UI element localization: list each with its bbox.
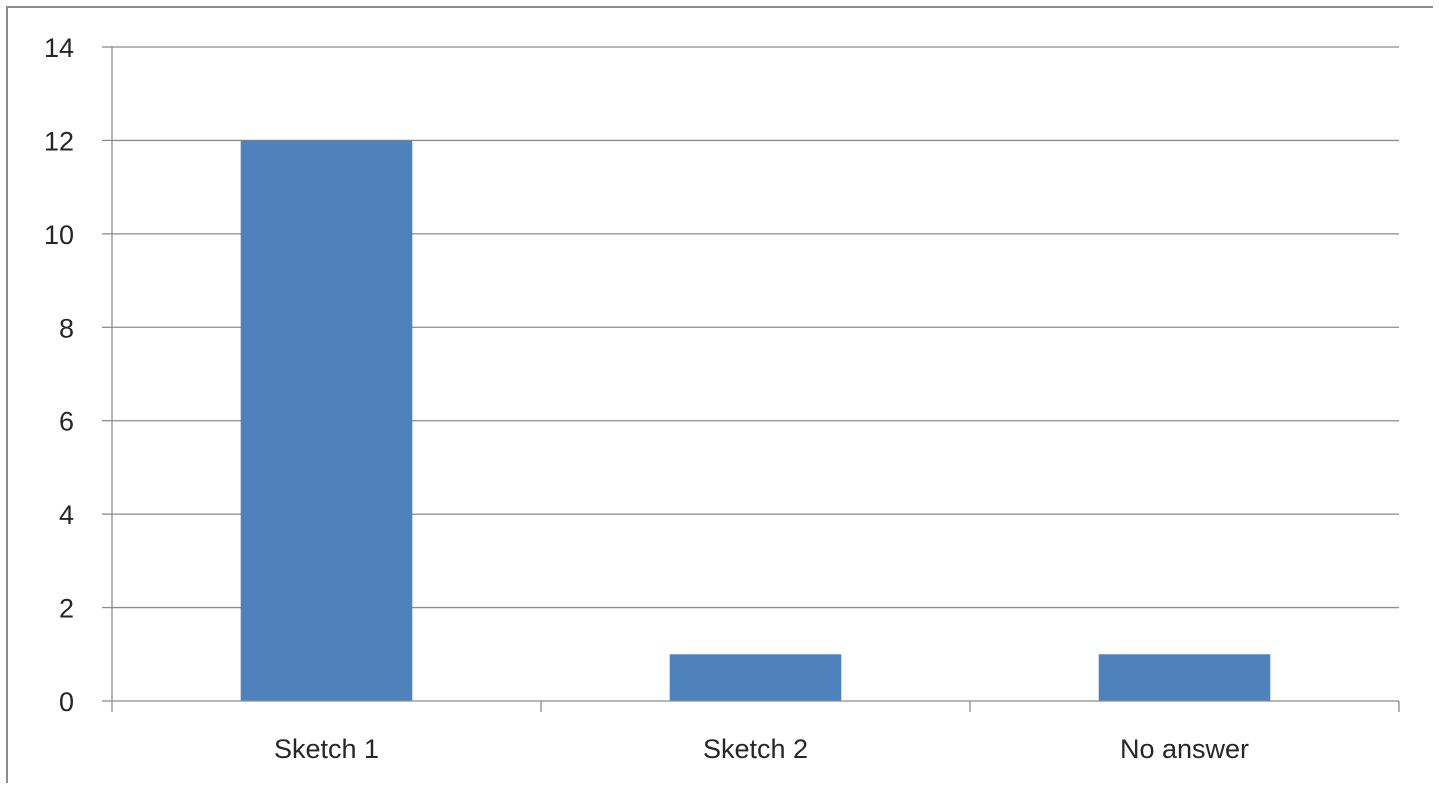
- bars: [240, 140, 1271, 701]
- bar-sketch-1: [240, 140, 413, 701]
- axes: [102, 46, 1400, 712]
- y-tick-label: 8: [59, 313, 74, 343]
- y-tick-label: 10: [44, 220, 74, 250]
- x-tick-label: Sketch 1: [274, 734, 379, 764]
- y-tick-label: 4: [59, 500, 74, 530]
- y-tick-label: 0: [59, 687, 74, 717]
- y-tick-label: 6: [59, 407, 74, 437]
- bar-no-answer: [1098, 654, 1271, 701]
- x-tick-label: No answer: [1120, 734, 1249, 764]
- bar-sketch-2: [669, 654, 842, 701]
- y-tick-label: 14: [44, 33, 74, 63]
- x-tick-label: Sketch 2: [703, 734, 808, 764]
- tick-labels: 0 2 4 6 8 10 12 14 Sketch 1 Sketch 2 No answer: [44, 33, 1249, 764]
- y-tick-label: 2: [59, 594, 74, 624]
- y-tick-label: 12: [44, 126, 74, 156]
